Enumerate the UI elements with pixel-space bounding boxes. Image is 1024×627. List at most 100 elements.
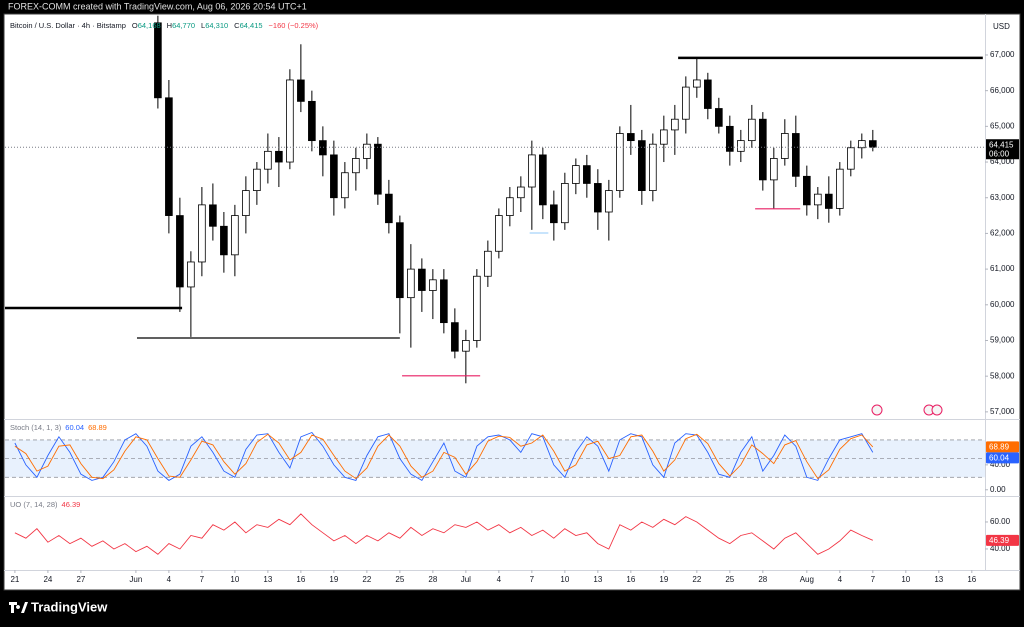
value-badge-label: 60.04 — [989, 453, 1010, 462]
candle-body — [726, 125, 734, 152]
candle-body — [572, 165, 580, 184]
candle-body — [814, 193, 822, 206]
y-tick-label: 57,000 — [990, 407, 1015, 416]
candle-body — [847, 147, 855, 170]
candle-body — [286, 79, 294, 163]
legend-key: O — [132, 21, 138, 30]
candle-body — [792, 133, 800, 177]
indicator-value: 60.04 — [65, 423, 84, 432]
indicator-title: Stoch (14, 1, 3) — [10, 423, 62, 432]
legend-value: 64,415 — [240, 21, 263, 30]
legend: Bitcoin / U.S. Dollar · 4h · Bitstamp O64… — [10, 21, 319, 30]
x-tick-label: 7 — [871, 575, 876, 584]
last-price-label: 64,415 — [989, 140, 1014, 149]
x-tick-label: 21 — [10, 575, 19, 584]
y-tick-label: 67,000 — [990, 50, 1015, 59]
candle-body — [418, 268, 426, 291]
y-tick-label: 0.00 — [990, 485, 1006, 494]
candle-body — [209, 204, 217, 227]
x-tick-label: 7 — [200, 575, 205, 584]
candle-body — [385, 193, 393, 224]
candle-body — [253, 168, 261, 191]
logo-icon — [9, 602, 28, 613]
x-tick-label: 19 — [659, 575, 668, 584]
y-tick-label: 64,000 — [990, 157, 1015, 166]
candle-body — [616, 133, 624, 191]
candle-body — [242, 190, 250, 216]
candle-body — [264, 150, 272, 170]
legend-value: 64,770 — [172, 21, 195, 30]
candle-body — [462, 340, 470, 352]
candle-body — [693, 79, 701, 88]
value-badge — [986, 441, 1019, 453]
x-tick-label: 22 — [692, 575, 701, 584]
y-tick-label: 66,000 — [990, 86, 1015, 95]
candle-body — [770, 158, 778, 181]
candle-body — [528, 154, 536, 188]
legend-key: L — [201, 21, 205, 30]
candle-body — [781, 133, 789, 159]
y-tick-label: 59,000 — [990, 336, 1015, 345]
legend-key: H — [167, 21, 172, 30]
candle-body — [605, 190, 613, 213]
candles — [154, 15, 877, 384]
candle-body — [154, 22, 162, 99]
candle-body — [198, 204, 206, 263]
candle-body — [275, 150, 283, 163]
x-tick-label: 13 — [593, 575, 602, 584]
candle-body — [715, 108, 723, 127]
indicator-line — [14, 431, 874, 482]
x-tick-label: 4 — [497, 575, 502, 584]
x-tick-label: 16 — [296, 575, 305, 584]
y-tick-label: 65,000 — [990, 121, 1015, 130]
y-tick-label: 61,000 — [990, 264, 1015, 273]
x-tick-label: 25 — [395, 575, 404, 584]
event-flag — [931, 404, 943, 416]
x-tick-label: 13 — [263, 575, 272, 584]
x-tick-label: 28 — [428, 575, 437, 584]
x-tick-label: 7 — [530, 575, 535, 584]
candle-body — [440, 279, 448, 324]
series-group — [14, 513, 873, 555]
x-tick-label: Jun — [129, 575, 142, 584]
x-tick-label: 19 — [329, 575, 338, 584]
indicator-value: 46.39 — [62, 500, 81, 509]
logo-text: TradingView — [31, 599, 108, 614]
currency: USD — [993, 22, 1010, 31]
event-flag — [871, 404, 883, 416]
candle-body — [869, 140, 877, 148]
candle-body — [374, 143, 382, 195]
indicator-value: 68.89 — [88, 423, 107, 432]
x-tick-label: 10 — [560, 575, 569, 584]
x-tick-label: 27 — [76, 575, 85, 584]
candle-body — [550, 204, 558, 224]
candle-body — [671, 118, 679, 131]
candle-body — [682, 86, 690, 120]
legend-key: C — [234, 21, 240, 30]
candle-body — [176, 215, 184, 288]
x-tick-label: 13 — [934, 575, 943, 584]
candle-body — [594, 183, 602, 213]
last-price-badge — [986, 139, 1019, 160]
value-badge-label: 68.89 — [989, 442, 1010, 451]
candle-body — [649, 143, 657, 191]
candle-body — [627, 133, 635, 142]
legend-change: −160 (−0.25%) — [269, 21, 319, 30]
candle-body — [319, 140, 327, 156]
legend-value: 64,168 — [138, 21, 161, 30]
header-text: FOREX-COMM created with TradingView.com,… — [8, 1, 307, 11]
candle-body — [220, 225, 228, 256]
x-tick-label: 16 — [967, 575, 976, 584]
candle-body — [583, 165, 591, 184]
candle-body — [660, 129, 668, 145]
candle-body — [341, 172, 349, 199]
candle-body — [187, 261, 195, 288]
candle-body — [429, 279, 437, 291]
indicator-legend: Stoch (14, 1, 3) 60.04 68.89 — [10, 423, 107, 432]
x-tick-label: 4 — [838, 575, 843, 584]
candle-body — [473, 275, 481, 341]
candle-body — [759, 118, 767, 181]
x-tick-label: Jul — [461, 575, 471, 584]
